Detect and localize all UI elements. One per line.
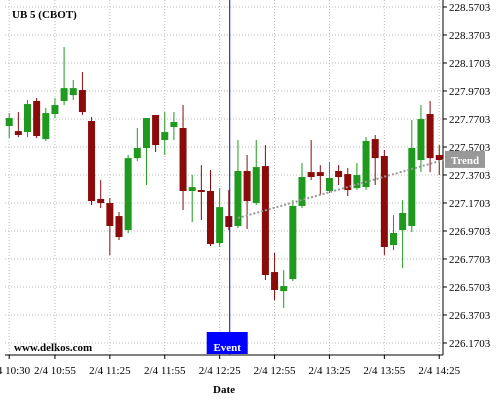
candle-body: [261, 166, 269, 276]
candle-body: [298, 177, 306, 206]
chart-title: UB 5 (CBOT): [12, 9, 77, 21]
candle-body: [24, 104, 31, 133]
candle-body: [362, 141, 370, 188]
candle-body: [124, 158, 132, 231]
y-tick-label: 226.9703: [449, 226, 491, 238]
x-tick-label: 2/4 12:55: [254, 365, 296, 377]
x-tick-label: 2/4 13:25: [309, 365, 351, 377]
candle-body: [271, 272, 279, 290]
candle-body: [399, 212, 407, 231]
y-tick-label: 228.5703: [449, 2, 491, 14]
candle-body: [69, 88, 77, 96]
candle-body: [5, 118, 13, 127]
x-tick-label: 2/4 10:30: [0, 365, 31, 377]
y-tick-label: 226.3703: [449, 310, 491, 322]
candle-body: [289, 205, 297, 280]
x-tick-label: 2/4 11:55: [144, 365, 186, 377]
source-label: www.delkos.com: [14, 342, 92, 354]
candle-body: [88, 121, 96, 202]
candle-body: [417, 119, 425, 161]
candle-body: [234, 170, 242, 227]
candle-body: [78, 90, 86, 113]
candle-body: [280, 286, 288, 292]
candle-body: [435, 155, 443, 161]
candle-body: [353, 175, 361, 189]
plot-background: [5, 0, 443, 355]
x-tick-label: 2/4 10:55: [34, 365, 76, 377]
candle-body: [115, 216, 123, 238]
candle-body: [325, 177, 333, 192]
candle-body: [307, 172, 315, 178]
x-tick-label: 2/4 14:25: [418, 365, 460, 377]
candle-body: [225, 216, 233, 227]
event-label: Event: [213, 342, 241, 354]
y-tick-label: 227.9703: [449, 86, 491, 98]
candle-body: [161, 132, 169, 141]
candle-body: [97, 198, 105, 204]
candle-body: [371, 139, 379, 159]
x-tick-label: 2/4 11:25: [89, 365, 131, 377]
candle-body: [188, 187, 196, 192]
candle-body: [197, 190, 205, 192]
x-tick-label: 2/4 13:55: [363, 365, 405, 377]
candle-body: [142, 118, 150, 149]
candle-body: [60, 88, 68, 101]
candle-body: [216, 207, 224, 244]
candle-body: [170, 121, 178, 128]
y-tick-label: 228.1703: [449, 58, 491, 70]
candle-body: [51, 105, 59, 115]
y-tick-label: 227.7703: [449, 114, 491, 126]
candle-body: [380, 156, 388, 248]
candle-body: [335, 170, 343, 178]
candle-body: [243, 170, 251, 202]
candle-body: [14, 131, 22, 136]
candle-body: [33, 100, 41, 136]
candle-body: [252, 167, 260, 204]
y-tick-label: 227.3703: [449, 170, 491, 182]
candle-body: [207, 191, 214, 245]
trend-label-box: [445, 150, 485, 168]
y-tick-label: 228.3703: [449, 30, 491, 42]
event-label-box: [206, 332, 248, 354]
y-tick-label: 226.5703: [449, 282, 491, 294]
candle-body: [133, 148, 141, 159]
candle-body: [152, 114, 160, 146]
candle-body: [408, 148, 416, 227]
y-tick-label: 226.1703: [449, 338, 491, 350]
candle-body: [390, 233, 397, 246]
y-tick-label: 227.1703: [449, 198, 491, 210]
candle-body: [42, 113, 50, 140]
candle-body: [106, 203, 114, 227]
trend-label: Trend: [451, 155, 479, 167]
candle-body: [316, 172, 324, 177]
x-tick-label: 2/4 12:25: [199, 365, 241, 377]
y-tick-label: 226.7703: [449, 254, 491, 266]
x-axis-label: Date: [213, 384, 235, 396]
candle-body: [426, 114, 434, 159]
candle-body: [179, 128, 187, 192]
candle-body: [344, 174, 352, 191]
